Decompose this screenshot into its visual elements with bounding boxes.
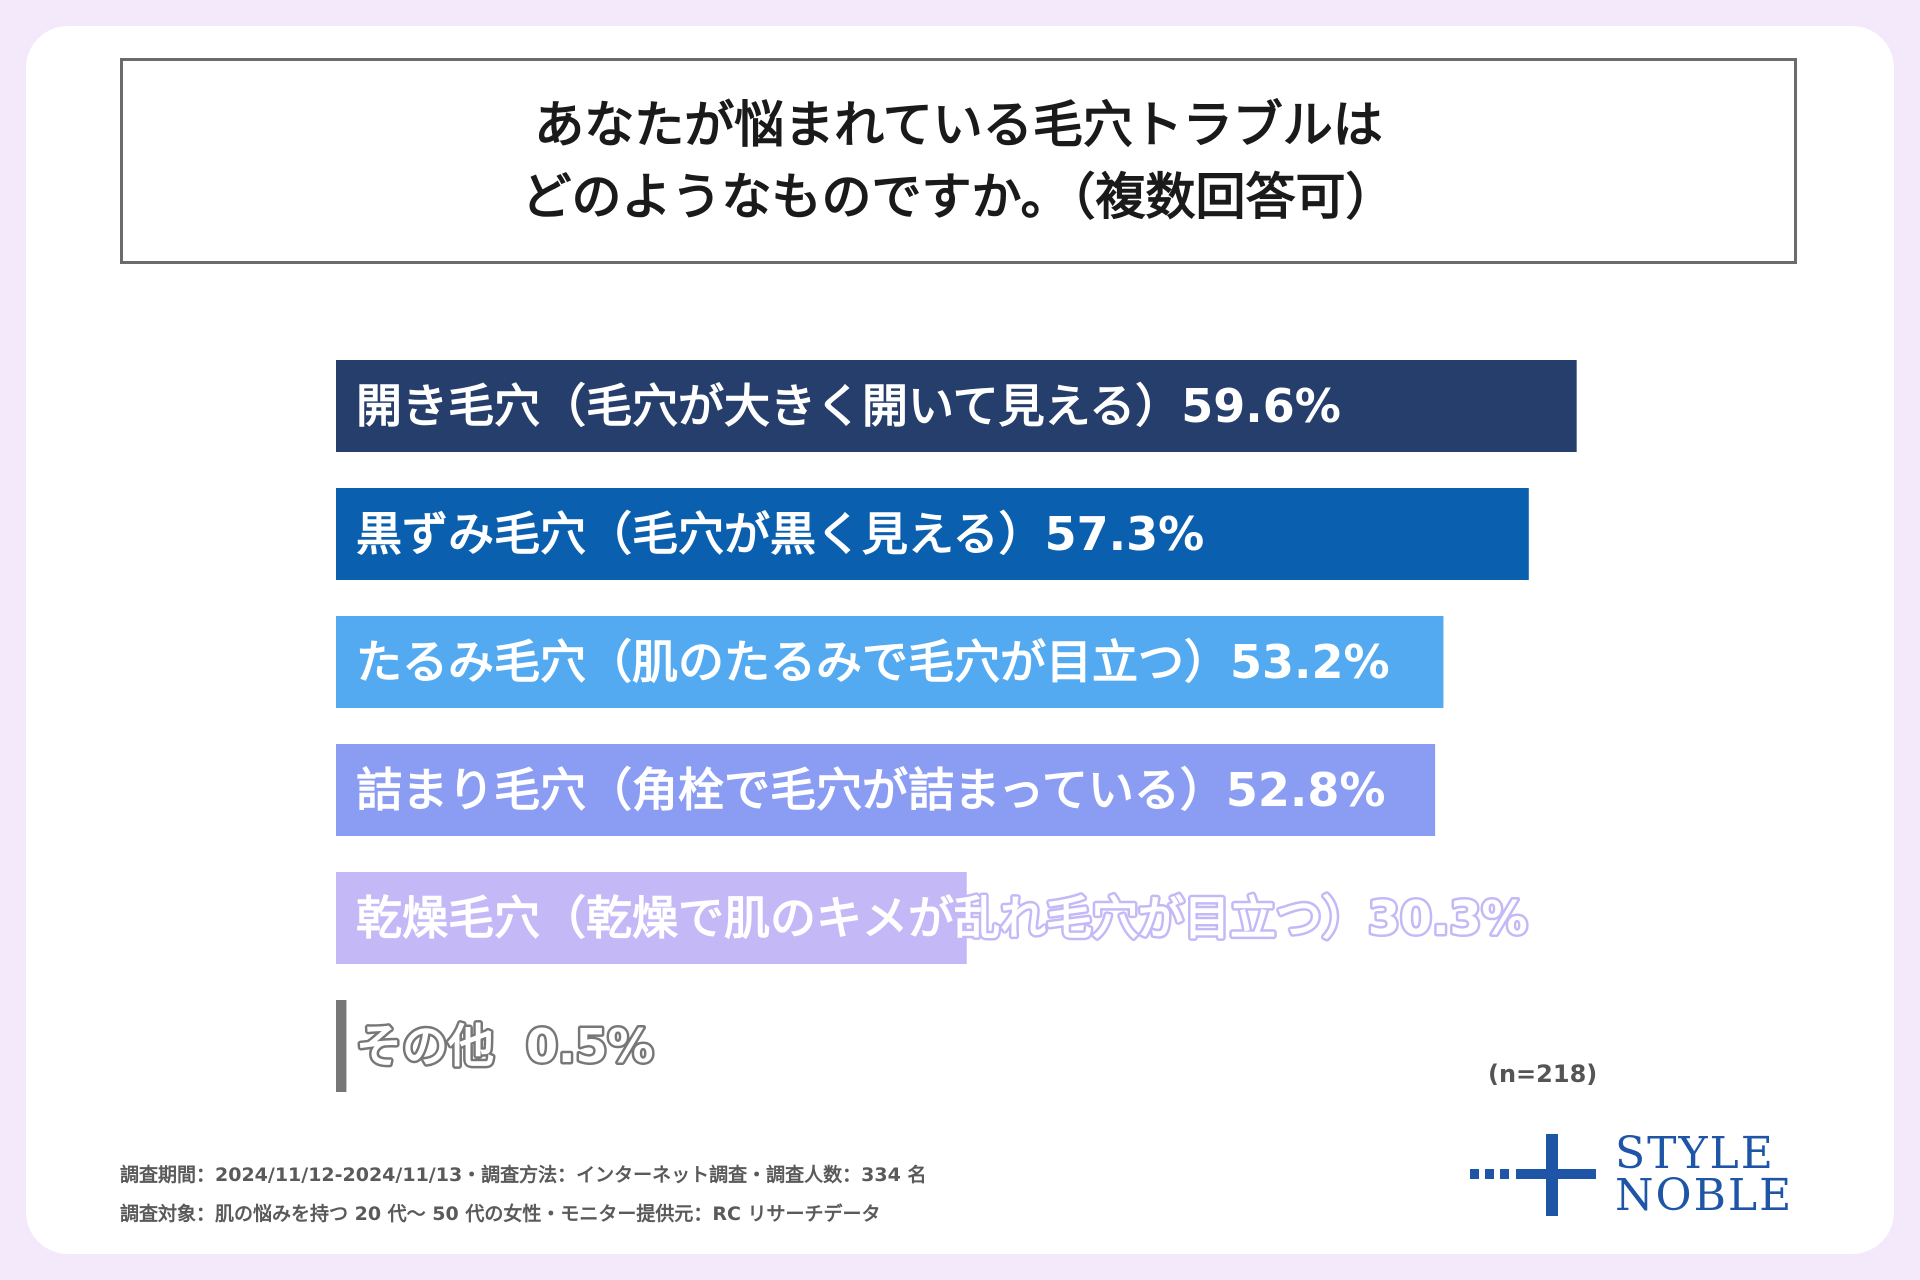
bar-label-1: 開き毛穴（毛穴が大きく開いて見える）59.6% <box>356 379 1341 433</box>
bar-6 <box>336 1000 347 1092</box>
value-label-6: 0.5% <box>494 1019 654 1073</box>
style-noble-logo: STYLE NOBLE <box>1470 1128 1810 1220</box>
value-label-5: 30.3% <box>1368 891 1528 945</box>
category-label-6: その他 <box>356 1019 494 1073</box>
value-label-1: 59.6% <box>1181 379 1341 433</box>
title-box: あなたが悩まれている毛穴トラブルは どのようなものですか。（複数回答可） <box>120 58 1797 264</box>
category-label-3: たるみ毛穴（肌のたるみで毛穴が目立つ） <box>356 635 1230 689</box>
category-label-1: 開き毛穴（毛穴が大きく開いて見える） <box>356 379 1181 433</box>
category-label-4: 詰まり毛穴（角栓で毛穴が詰まっている） <box>356 763 1226 817</box>
value-label-3: 53.2% <box>1230 635 1390 689</box>
bar-5 <box>336 872 967 964</box>
bar-1 <box>336 360 1577 452</box>
bar-2 <box>336 488 1529 580</box>
bar-label-3: たるみ毛穴（肌のたるみで毛穴が目立つ）53.2% <box>356 635 1390 689</box>
title-line-1: あなたが悩まれている毛穴トラブルは <box>534 96 1383 154</box>
bar-label-5: 乾燥毛穴（乾燥で肌のキメが乱れ毛穴が目立つ）30.3% <box>356 891 1528 945</box>
category-label-5: 乾燥毛穴（乾燥で肌のキメが乱れ毛穴が目立つ） <box>356 891 1368 945</box>
survey-info-line-1: 調査期間：2024/11/12-2024/11/13・調査方法：インターネット調… <box>120 1164 927 1186</box>
logo-text-style: STYLE <box>1615 1128 1775 1179</box>
survey-info-line-2: 調査対象：肌の悩みを持つ 20 代～ 50 代の女性・モニター提供元：RC リサ… <box>120 1203 881 1225</box>
plus-mark-icon <box>1470 1134 1596 1216</box>
bar-label-4: 詰まり毛穴（角栓で毛穴が詰まっている）52.8% <box>356 763 1385 817</box>
bar-label-6: その他 0.5% <box>356 1019 654 1073</box>
logo-text-noble: NOBLE <box>1615 1170 1794 1221</box>
bar-3 <box>336 616 1444 708</box>
value-label-4: 52.8% <box>1226 763 1386 817</box>
category-label-2: 黒ずみ毛穴（毛穴が黒く見える） <box>356 507 1045 561</box>
title-line-2: どのようなものですか。（複数回答可） <box>521 168 1396 226</box>
sample-size-note: (n=218) <box>1488 1060 1598 1088</box>
value-label-2: 57.3% <box>1045 507 1205 561</box>
bar-4 <box>336 744 1436 836</box>
bar-label-2: 黒ずみ毛穴（毛穴が黒く見える）57.3% <box>356 507 1204 561</box>
